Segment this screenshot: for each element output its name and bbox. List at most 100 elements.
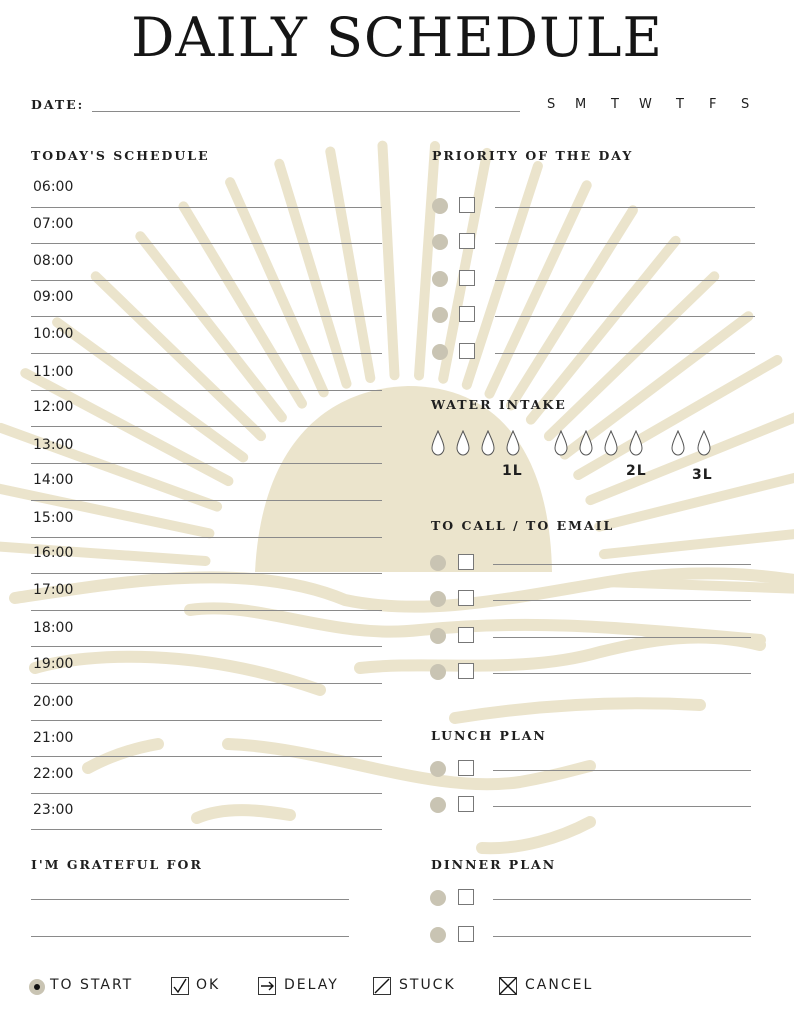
date-field[interactable]	[92, 111, 520, 112]
schedule-heading: TODAY'S SCHEDULE	[31, 148, 210, 163]
time-slot-line[interactable]	[31, 207, 382, 208]
legend-delay: DELAY	[284, 977, 339, 993]
time-slot-line[interactable]	[31, 316, 382, 317]
dinner-status-dot[interactable]	[430, 890, 446, 906]
sun-ray	[377, 140, 400, 381]
priority-line[interactable]	[495, 280, 755, 281]
weekday-6[interactable]: S	[741, 97, 750, 112]
date-label: DATE:	[31, 97, 85, 112]
to-call-line[interactable]	[493, 637, 751, 638]
time-slot-line[interactable]	[31, 463, 382, 464]
to-call-line[interactable]	[493, 600, 751, 601]
priority-status-dot[interactable]	[432, 307, 448, 323]
time-slot-line[interactable]	[31, 426, 382, 427]
time-slot-line[interactable]	[31, 243, 382, 244]
priority-checkbox[interactable]	[459, 233, 475, 249]
weekday-5[interactable]: F	[709, 97, 717, 112]
priority-checkbox[interactable]	[459, 270, 475, 286]
water-drop-icon[interactable]	[604, 430, 618, 456]
to-call-line[interactable]	[493, 564, 751, 565]
priority-status-dot[interactable]	[432, 198, 448, 214]
to-call-line[interactable]	[493, 673, 751, 674]
to-call-status-dot[interactable]	[430, 664, 446, 680]
water-drop-icon[interactable]	[697, 430, 711, 456]
time-slot-line[interactable]	[31, 390, 382, 391]
to-call-checkbox[interactable]	[458, 590, 474, 606]
dinner-line[interactable]	[493, 899, 751, 900]
sun-ray	[543, 271, 720, 442]
dinner-checkbox[interactable]	[458, 889, 474, 905]
time-slot-line[interactable]	[31, 573, 382, 574]
time-slot-line[interactable]	[31, 829, 382, 830]
weekday-4[interactable]: T	[676, 97, 684, 112]
grateful-line[interactable]	[31, 899, 349, 900]
dinner-status-dot[interactable]	[430, 927, 446, 943]
time-slot-label: 07:00	[33, 216, 74, 232]
time-slot-label: 18:00	[33, 620, 74, 636]
weekday-2[interactable]: T	[611, 97, 619, 112]
time-slot-label: 08:00	[33, 253, 74, 269]
water-drop-icon[interactable]	[671, 430, 685, 456]
priority-status-dot[interactable]	[432, 271, 448, 287]
water-drop-icon[interactable]	[456, 430, 470, 456]
sun-ray	[484, 180, 592, 399]
water-drop-icon[interactable]	[481, 430, 495, 456]
priority-status-dot[interactable]	[432, 234, 448, 250]
time-slot-line[interactable]	[31, 280, 382, 281]
time-slot-label: 23:00	[33, 802, 74, 818]
lunch-line[interactable]	[493, 806, 751, 807]
weekday-1[interactable]: M	[575, 97, 587, 112]
ok-icon	[171, 977, 189, 995]
dinner-checkbox[interactable]	[458, 926, 474, 942]
time-slot-line[interactable]	[31, 500, 382, 501]
lunch-checkbox[interactable]	[458, 796, 474, 812]
water-drop-icon[interactable]	[579, 430, 593, 456]
priority-status-dot[interactable]	[432, 344, 448, 360]
priority-line[interactable]	[495, 243, 755, 244]
time-slot-label: 09:00	[33, 289, 74, 305]
grateful-line[interactable]	[31, 936, 349, 937]
to-call-status-dot[interactable]	[430, 555, 446, 571]
lunch-status-dot[interactable]	[430, 761, 446, 777]
weekday-3[interactable]: W	[639, 97, 652, 112]
stuck-icon	[373, 977, 391, 995]
water-drop-icon[interactable]	[554, 430, 568, 456]
water-drop-icon[interactable]	[431, 430, 445, 456]
time-slot-line[interactable]	[31, 720, 382, 721]
time-slot-line[interactable]	[31, 793, 382, 794]
water-drop-icon[interactable]	[506, 430, 520, 456]
priority-line[interactable]	[495, 353, 755, 354]
water-heading: WATER INTAKE	[431, 397, 567, 412]
sun-ray	[178, 201, 307, 409]
sun-ray	[438, 147, 492, 384]
page-title: DAILY SCHEDULE	[131, 6, 663, 69]
to-call-status-dot[interactable]	[430, 591, 446, 607]
time-slot-line[interactable]	[31, 353, 382, 354]
time-slot-label: 11:00	[33, 364, 74, 380]
legend-stuck: STUCK	[399, 977, 456, 993]
to-call-checkbox[interactable]	[458, 627, 474, 643]
lunch-line[interactable]	[493, 770, 751, 771]
time-slot-line[interactable]	[31, 610, 382, 611]
time-slot-line[interactable]	[31, 683, 382, 684]
to-call-checkbox[interactable]	[458, 554, 474, 570]
dinner-line[interactable]	[493, 936, 751, 937]
sun-ray	[525, 235, 681, 425]
water-drop-icon[interactable]	[629, 430, 643, 456]
to-call-status-dot[interactable]	[430, 628, 446, 644]
lunch-checkbox[interactable]	[458, 760, 474, 776]
time-slot-line[interactable]	[31, 646, 382, 647]
sun-shape	[255, 386, 552, 572]
weekday-0[interactable]: S	[547, 97, 556, 112]
priority-checkbox[interactable]	[459, 306, 475, 322]
sun-ray	[0, 483, 215, 539]
priority-checkbox[interactable]	[459, 343, 475, 359]
priority-line[interactable]	[495, 316, 755, 317]
to-call-checkbox[interactable]	[458, 663, 474, 679]
priority-checkbox[interactable]	[459, 197, 475, 213]
time-slot-line[interactable]	[31, 537, 382, 538]
time-slot-line[interactable]	[31, 756, 382, 757]
priority-line[interactable]	[495, 207, 755, 208]
lunch-status-dot[interactable]	[430, 797, 446, 813]
